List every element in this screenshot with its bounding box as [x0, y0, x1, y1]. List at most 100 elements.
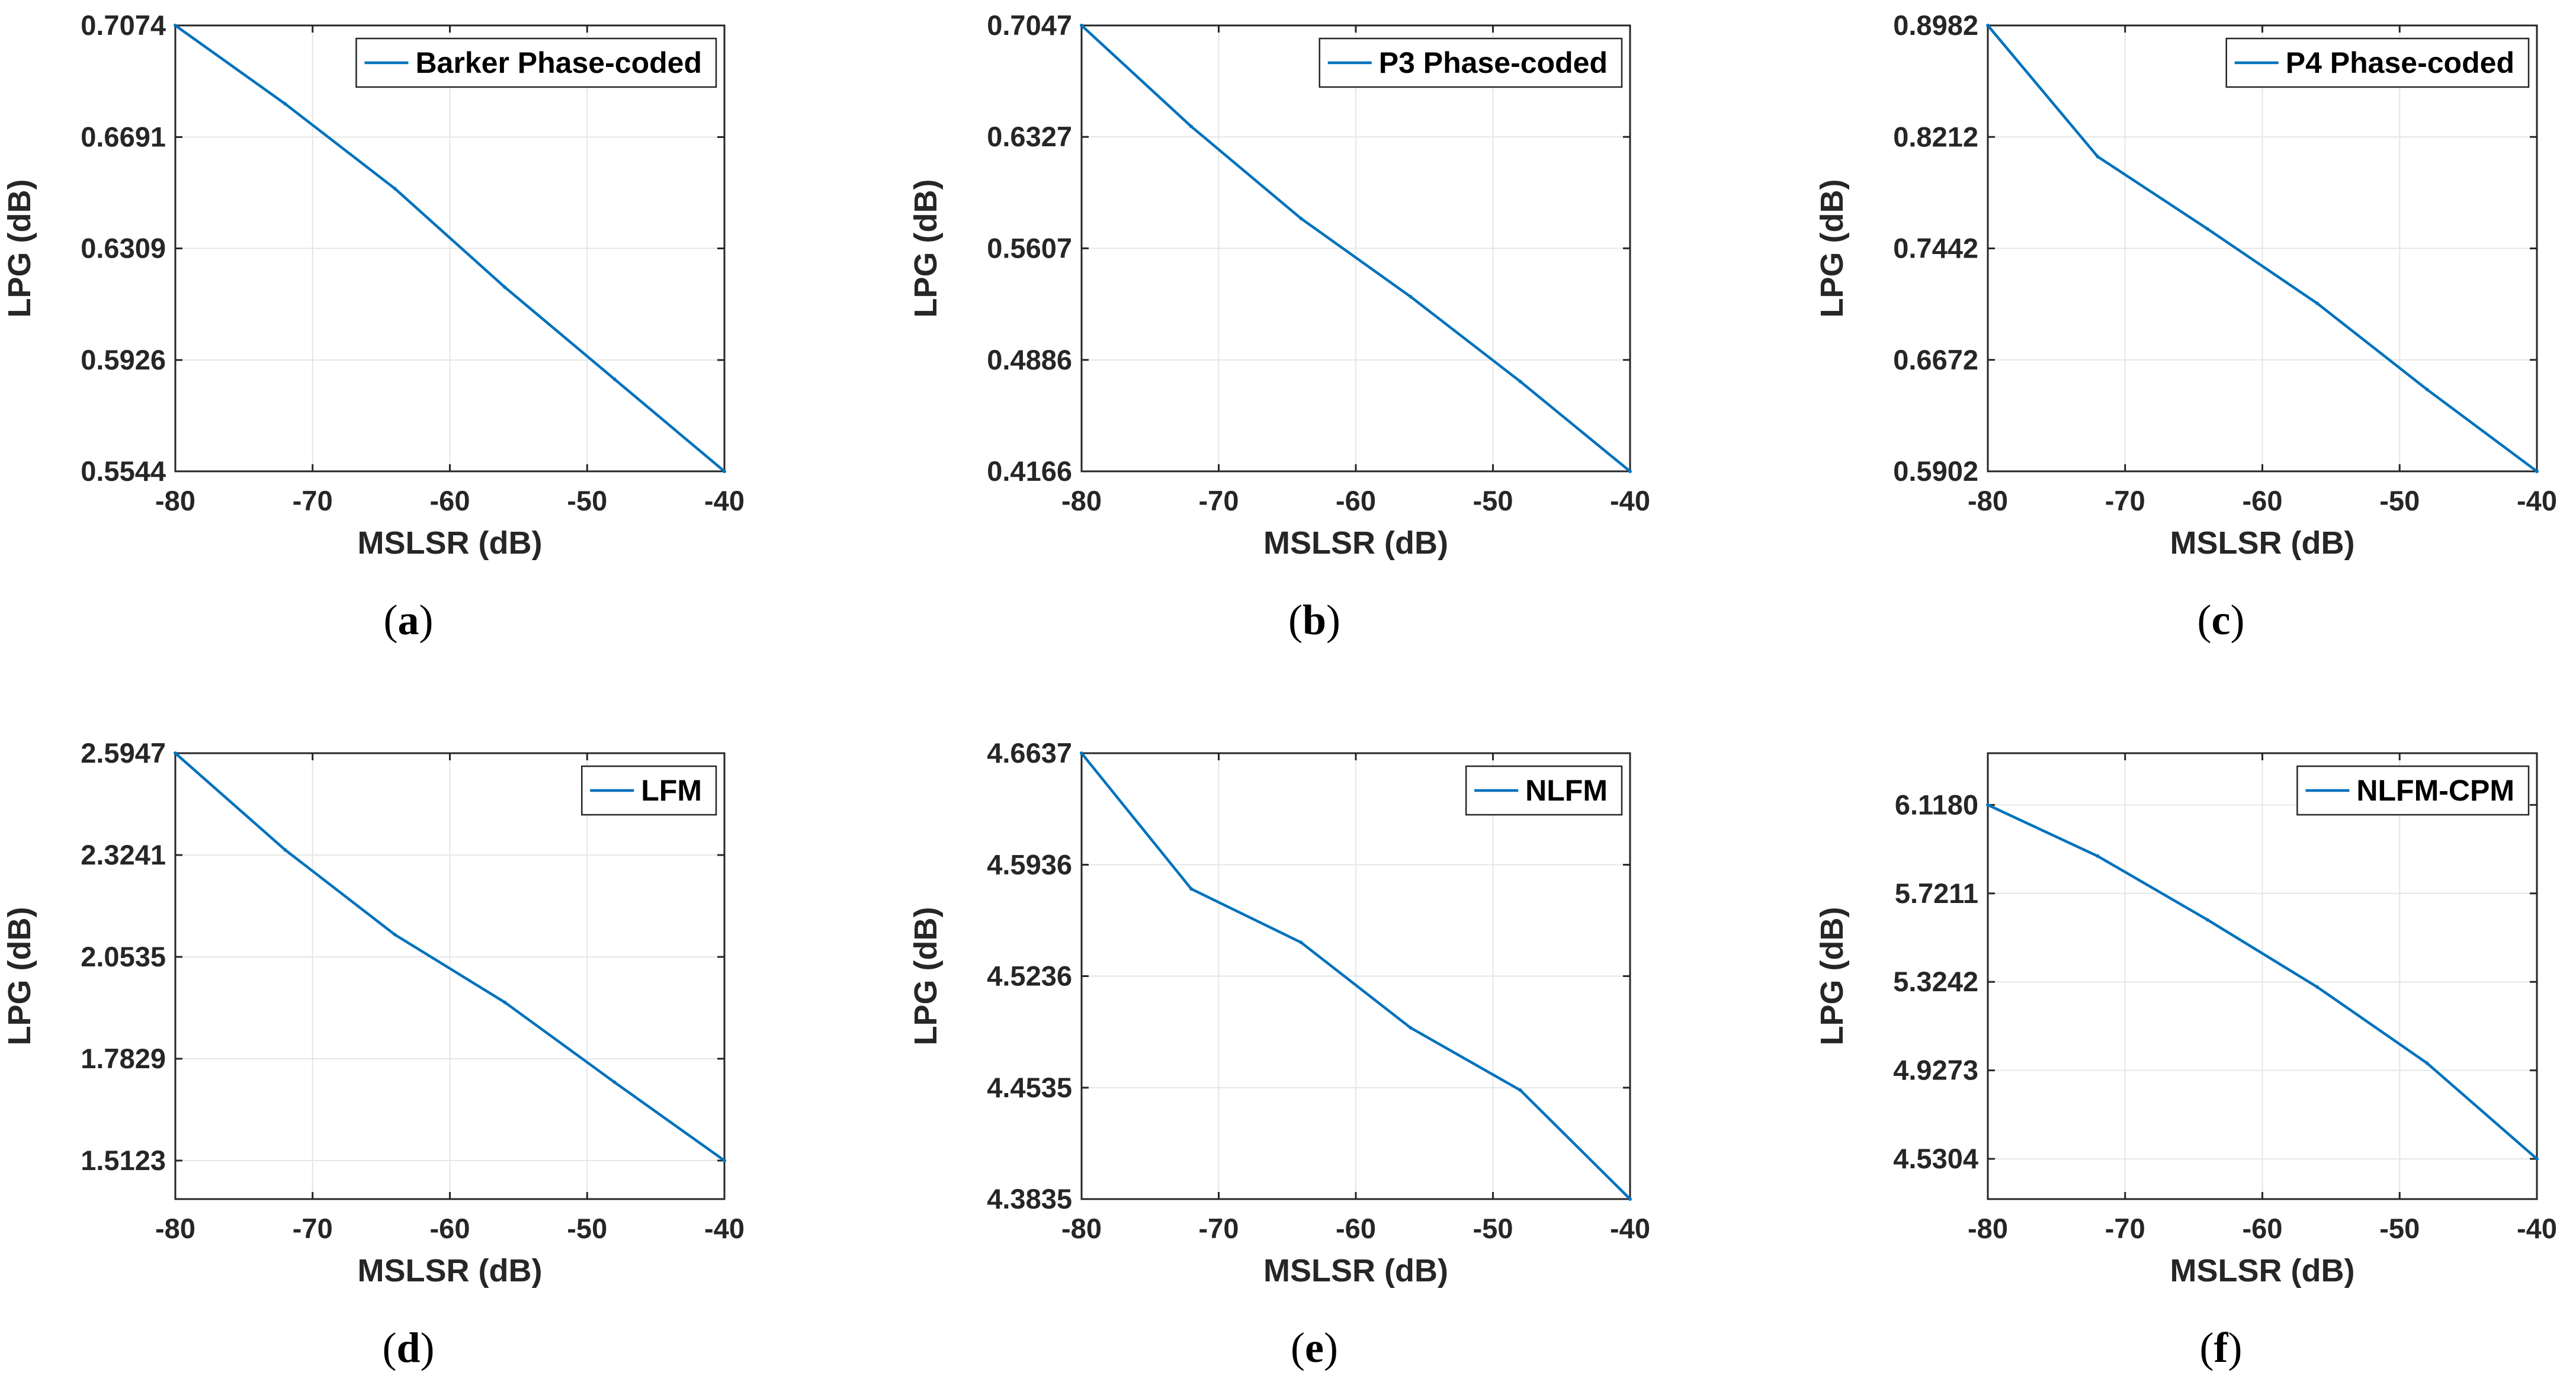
- x-tick-label: -70: [1199, 1213, 1239, 1244]
- x-tick-label: -50: [2379, 1213, 2420, 1244]
- caption-close: ): [1326, 596, 1340, 644]
- y-tick-label: 4.5936: [987, 849, 1072, 880]
- x-tick-label: -50: [567, 485, 607, 516]
- legend: LFM: [581, 765, 717, 816]
- x-tick-label: -60: [1336, 1213, 1376, 1244]
- series-line: [1080, 24, 1631, 473]
- y-tick-label: 0.6672: [1893, 344, 1978, 375]
- data-point: [1080, 24, 1083, 27]
- legend-box: [355, 37, 717, 88]
- panel-caption: (f): [2200, 1324, 2243, 1371]
- y-tick-label: 0.8982: [1893, 9, 1978, 41]
- x-axis-label: MSLSR (dB): [358, 1253, 543, 1288]
- data-point: [1409, 1026, 1413, 1030]
- y-axis-label: LPG (dB): [2, 179, 37, 318]
- y-tick-label: 4.5304: [1893, 1143, 1978, 1174]
- x-tick-label: -40: [2517, 1213, 2557, 1244]
- data-point: [283, 848, 287, 852]
- legend-label: LFM: [641, 774, 702, 807]
- x-tick-label: -60: [1336, 485, 1376, 516]
- x-tick-label: -70: [2105, 1213, 2145, 1244]
- legend-label: NLFM: [1525, 774, 1608, 807]
- x-tick-label: -60: [430, 485, 470, 516]
- x-tick-label: -80: [1968, 485, 2008, 516]
- x-tick-label: -50: [2379, 485, 2420, 516]
- data-point: [174, 24, 177, 27]
- y-tick-label: 0.6691: [81, 121, 166, 152]
- y-tick-label: 0.6309: [81, 233, 166, 264]
- x-tick-label: -40: [1610, 1213, 1650, 1244]
- y-tick-label: 4.5236: [987, 960, 1072, 992]
- y-tick-label: 2.0535: [81, 941, 166, 972]
- y-axis-label: LPG (dB): [1814, 179, 1850, 318]
- x-tick-label: -80: [1061, 485, 1102, 516]
- legend: NLFM-CPM: [2296, 765, 2530, 816]
- x-tick-label: -80: [1968, 1213, 2008, 1244]
- legend: P3 Phase-coded: [1319, 37, 1623, 88]
- data-point: [1299, 216, 1303, 220]
- legend-label: P3 Phase-coded: [1379, 46, 1608, 79]
- chart-panel-e: -80 -70 -60 -50 -40 4.3835 4.4535 4.5236 4.5936 4…: [908, 737, 1650, 1371]
- legend-label: NLFM-CPM: [2356, 774, 2514, 807]
- y-tick-label: 0.4886: [987, 344, 1072, 375]
- caption-open: (: [2200, 1324, 2214, 1371]
- caption-letter: e: [1305, 1324, 1324, 1371]
- y-tick-label: 4.3835: [987, 1183, 1072, 1214]
- legend: P4 Phase-coded: [2225, 37, 2530, 88]
- y-axis-label: LPG (dB): [2, 907, 37, 1046]
- caption-letter: f: [2214, 1324, 2229, 1371]
- y-tick-label: 2.5947: [81, 737, 166, 769]
- legend-box: [581, 765, 717, 816]
- y-tick-label: 0.7442: [1893, 233, 1978, 264]
- x-tick-label: -70: [293, 1213, 333, 1244]
- y-tick-label: 0.5926: [81, 344, 166, 375]
- data-point: [612, 377, 617, 381]
- series-line: [174, 24, 726, 473]
- y-tick-label: 0.5902: [1893, 455, 1978, 487]
- x-tick-label: -60: [2243, 1213, 2283, 1244]
- data-point: [1189, 887, 1194, 891]
- y-tick-label: 5.3242: [1893, 966, 1978, 997]
- x-tick-label: -40: [704, 1213, 745, 1244]
- caption-open: (: [1288, 596, 1303, 644]
- data-point: [2096, 854, 2100, 858]
- x-tick-label: -70: [1199, 485, 1239, 516]
- data-point: [393, 933, 397, 937]
- caption-close: ): [1324, 1324, 1338, 1371]
- caption-letter: a: [398, 596, 419, 644]
- y-axis-label: LPG (dB): [1814, 907, 1850, 1046]
- data-point: [1628, 1197, 1632, 1201]
- legend-label: P4 Phase-coded: [2286, 46, 2514, 79]
- x-axis-label: MSLSR (dB): [2170, 1253, 2355, 1288]
- caption-close: ): [2230, 596, 2244, 644]
- caption-letter: c: [2212, 596, 2231, 644]
- data-point: [2425, 1061, 2429, 1065]
- data-point: [174, 751, 177, 755]
- x-axis-label: MSLSR (dB): [1263, 1253, 1448, 1288]
- x-axis-label: MSLSR (dB): [1263, 525, 1448, 561]
- data-point: [503, 1000, 507, 1004]
- data-point: [1080, 751, 1083, 755]
- caption-close: ): [2228, 1324, 2242, 1371]
- data-point: [2425, 387, 2429, 391]
- series-line: [174, 752, 726, 1162]
- y-tick-label: 0.5544: [81, 455, 166, 487]
- y-tick-label: 0.4166: [987, 455, 1072, 487]
- series-line: [1080, 752, 1631, 1200]
- x-tick-label: -50: [567, 1213, 607, 1244]
- x-tick-label: -40: [704, 485, 745, 516]
- x-tick-label: -80: [1061, 1213, 1102, 1244]
- y-tick-label: 6.1180: [1895, 789, 1978, 820]
- y-tick-label: 0.5607: [987, 232, 1072, 263]
- panel-caption: (d): [382, 1324, 434, 1371]
- data-point: [1518, 380, 1522, 384]
- data-point: [2205, 918, 2209, 922]
- x-tick-label: -70: [2105, 485, 2145, 516]
- series-line: [1987, 804, 2538, 1160]
- caption-open: (: [382, 1324, 396, 1371]
- data-point: [2315, 985, 2320, 989]
- x-tick-label: -60: [430, 1213, 470, 1244]
- data-point: [2535, 470, 2539, 473]
- panel-caption: (c): [2198, 596, 2245, 644]
- caption-open: (: [384, 596, 398, 644]
